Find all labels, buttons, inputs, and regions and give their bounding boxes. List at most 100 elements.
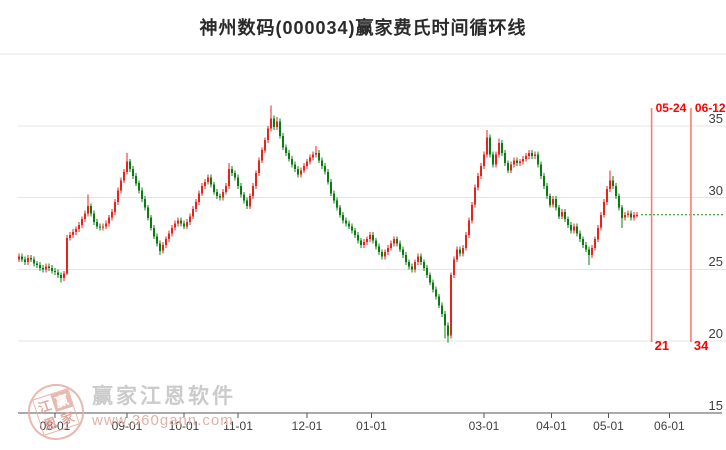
- y-axis-label: 35: [708, 110, 723, 126]
- candle-body: [360, 240, 362, 245]
- candle-body: [546, 186, 548, 197]
- candle-body: [192, 209, 194, 217]
- candle-body: [252, 186, 254, 197]
- fib-line-date-label: 06-12: [694, 101, 726, 115]
- candle-body: [231, 168, 233, 174]
- candle-body: [243, 194, 245, 201]
- x-axis-label: 11-01: [223, 419, 253, 433]
- candle-body: [204, 181, 206, 187]
- candle-body: [312, 154, 314, 158]
- candle-body: [606, 189, 608, 202]
- candle-body: [327, 171, 329, 182]
- candle-body: [315, 153, 317, 155]
- candle-body: [357, 234, 359, 241]
- candle-body: [42, 268, 44, 270]
- fib-line-count-label: 21: [654, 338, 670, 353]
- candle-body: [453, 259, 455, 276]
- candle-body: [195, 201, 197, 210]
- candle-body: [555, 199, 557, 208]
- candle-body: [513, 160, 515, 165]
- candle-body: [219, 196, 221, 198]
- candle-body: [480, 166, 482, 177]
- candle-body: [570, 224, 572, 231]
- candle-body: [351, 226, 353, 231]
- candle-body: [576, 226, 578, 234]
- candle-body: [114, 201, 116, 212]
- candle-body: [75, 229, 77, 233]
- candle-body: [363, 242, 365, 245]
- candle-body: [30, 257, 32, 260]
- candle-body: [492, 154, 494, 165]
- candle-body: [33, 259, 35, 264]
- candle-body: [333, 193, 335, 201]
- candle-body: [582, 239, 584, 245]
- candle-body: [375, 240, 377, 247]
- candle-body: [591, 247, 593, 256]
- candle-body: [579, 233, 581, 240]
- candle-body: [600, 214, 602, 228]
- candle-body: [429, 275, 431, 283]
- candle-body: [45, 266, 47, 270]
- candle-body: [138, 183, 140, 191]
- candle-body: [426, 268, 428, 276]
- candle-body: [561, 212, 563, 217]
- candle-body: [627, 213, 629, 215]
- candle-body: [402, 249, 404, 255]
- candle-body: [552, 199, 554, 205]
- candle-body: [387, 247, 389, 253]
- candle-body: [621, 207, 623, 218]
- candle-body: [261, 150, 263, 161]
- candle-body: [456, 249, 458, 260]
- candle-body: [228, 168, 230, 187]
- candle-body: [207, 177, 209, 182]
- candle-body: [618, 196, 620, 208]
- candle-body: [462, 247, 464, 254]
- candle-body: [51, 268, 53, 271]
- candle-body: [69, 234, 71, 238]
- candle-body: [150, 217, 152, 228]
- candle-body: [240, 186, 242, 195]
- candle-body: [450, 275, 452, 336]
- candle-body: [468, 220, 470, 235]
- gann-seal-icon: 江 赢 恩 家: [20, 376, 92, 448]
- candle-body: [84, 213, 86, 220]
- candle-body: [516, 160, 518, 164]
- candle-body: [345, 220, 347, 224]
- candle-body: [411, 266, 413, 270]
- x-axis-label: 01-01: [356, 419, 387, 433]
- y-axis-label: 20: [708, 326, 723, 342]
- candle-body: [558, 207, 560, 217]
- candle-body: [609, 180, 611, 189]
- candle-body: [183, 223, 185, 227]
- candle-body: [105, 223, 107, 227]
- candle-body: [246, 200, 248, 207]
- candle-body: [213, 184, 215, 192]
- candle-body: [39, 265, 41, 268]
- candle-body: [432, 282, 434, 290]
- candle-body: [273, 118, 275, 128]
- candle-body: [72, 232, 74, 235]
- candle-body: [354, 230, 356, 235]
- candle-body: [162, 245, 164, 251]
- candle-body: [540, 164, 542, 177]
- candle-body: [24, 259, 26, 263]
- candle-body: [498, 143, 500, 155]
- candle-body: [420, 256, 422, 263]
- candle-body: [588, 249, 590, 255]
- candle-body: [477, 176, 479, 188]
- candle-body: [48, 266, 50, 268]
- candle-body: [585, 245, 587, 250]
- candle-body: [57, 272, 59, 276]
- candle-body: [537, 154, 539, 165]
- y-axis-label: 15: [708, 398, 723, 413]
- candle-body: [597, 227, 599, 240]
- candle-body: [612, 180, 614, 187]
- candle-body: [90, 206, 92, 214]
- candle-body: [603, 201, 605, 215]
- candle-body: [294, 164, 296, 169]
- candle-body: [189, 216, 191, 222]
- x-axis-label: 12-01: [291, 419, 323, 433]
- candle-body: [111, 212, 113, 218]
- candle-body: [222, 191, 224, 198]
- y-axis-label: 30: [708, 182, 723, 198]
